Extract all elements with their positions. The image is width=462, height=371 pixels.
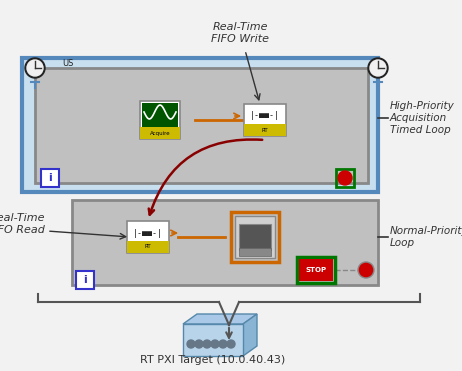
Circle shape (338, 171, 352, 185)
Text: i: i (48, 173, 52, 183)
Bar (142, 103, 178, 129)
Circle shape (219, 340, 227, 348)
Bar (72, 200, 378, 285)
Bar (244, 104, 286, 136)
Circle shape (358, 262, 374, 278)
Text: RT: RT (145, 244, 152, 250)
Text: US: US (62, 59, 73, 69)
Circle shape (27, 60, 43, 76)
Text: Real-Time
FIFO Write: Real-Time FIFO Write (211, 22, 269, 44)
Bar (299, 259, 333, 281)
Bar (239, 248, 271, 256)
Circle shape (203, 340, 211, 348)
Circle shape (370, 60, 386, 76)
Text: Acquire: Acquire (150, 131, 170, 135)
Bar (231, 212, 279, 262)
Circle shape (211, 340, 219, 348)
Text: STOP: STOP (305, 267, 327, 273)
Text: High-Priority
Acquisition
Timed Loop: High-Priority Acquisition Timed Loop (390, 101, 455, 135)
Bar (235, 216, 275, 258)
Text: RT PXI Target (10.0.40.43): RT PXI Target (10.0.40.43) (140, 355, 286, 365)
Polygon shape (183, 314, 257, 324)
Polygon shape (243, 314, 257, 356)
Bar (41, 169, 59, 187)
Bar (140, 127, 180, 139)
Bar (76, 271, 94, 289)
Bar (183, 324, 243, 356)
Bar (140, 101, 180, 139)
Circle shape (368, 58, 388, 78)
Bar (35, 68, 368, 183)
Circle shape (227, 340, 235, 348)
Bar (297, 257, 335, 283)
Bar (244, 124, 286, 136)
Text: RT: RT (261, 128, 268, 132)
Bar (336, 169, 354, 187)
Circle shape (195, 340, 203, 348)
Circle shape (187, 340, 195, 348)
Bar (239, 224, 271, 250)
Text: Normal-Priority
Loop: Normal-Priority Loop (390, 226, 462, 248)
Text: Real-Time
FIFO Read: Real-Time FIFO Read (0, 213, 45, 234)
Bar (22, 58, 378, 192)
Bar (127, 241, 169, 253)
Circle shape (25, 58, 45, 78)
Bar (127, 221, 169, 253)
Text: |-■■-|: |-■■-| (133, 229, 163, 237)
Text: |-■■-|: |-■■-| (250, 112, 280, 121)
Text: i: i (83, 275, 87, 285)
